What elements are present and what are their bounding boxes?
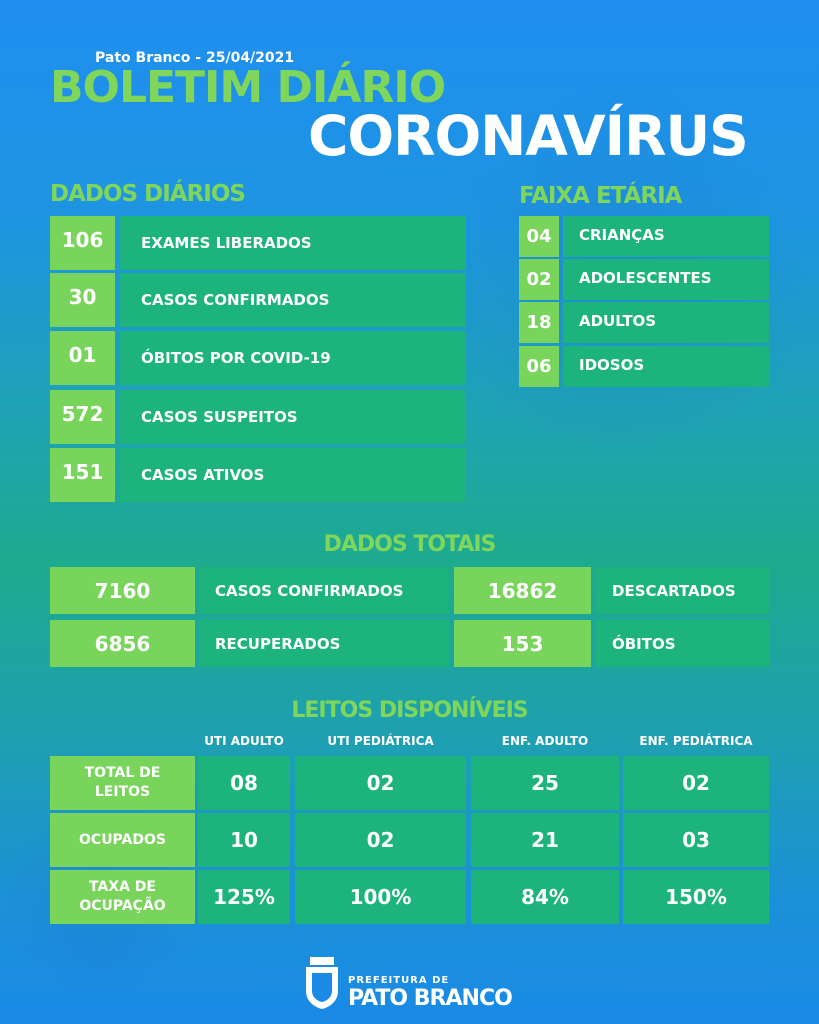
age-title: FAIXA ETÁRIA xyxy=(519,183,682,209)
beds-column-header: ENF. ADULTO xyxy=(501,734,589,748)
daily-value: 572 xyxy=(50,390,115,444)
total-label: RECUPERADOS xyxy=(199,620,449,667)
beds-cell: 02 xyxy=(623,756,769,810)
beds-column-header: ENF. PEDIÁTRICA xyxy=(639,734,753,748)
daily-title: DADOS DIÁRIOS xyxy=(50,181,246,207)
beds-cell: 02 xyxy=(295,756,466,810)
age-value: 02 xyxy=(519,259,559,300)
beds-row-label: OCUPADOS xyxy=(50,813,195,867)
beds-cell: 100% xyxy=(295,870,466,924)
age-label: IDOSOS xyxy=(563,346,769,387)
daily-label: EXAMES LIBERADOS xyxy=(120,216,466,270)
beds-row-label: TOTAL DE LEITOS xyxy=(50,756,195,810)
beds-cell: 08 xyxy=(198,756,290,810)
title-boletim: BOLETIM DIÁRIO xyxy=(50,62,446,113)
beds-cell: 125% xyxy=(198,870,290,924)
daily-label: CASOS ATIVOS xyxy=(120,448,466,502)
beds-cell: 10 xyxy=(198,813,290,867)
beds-cell: 21 xyxy=(471,813,619,867)
total-value: 7160 xyxy=(50,567,195,614)
beds-cell: 84% xyxy=(471,870,619,924)
totals-title: DADOS TOTAIS xyxy=(323,532,497,557)
total-value: 16862 xyxy=(454,567,591,614)
logo-big-text: PATO BRANCO xyxy=(348,986,513,1011)
total-value: 6856 xyxy=(50,620,195,667)
daily-label: ÓBITOS POR COVID-19 xyxy=(120,331,466,385)
daily-label: CASOS SUSPEITOS xyxy=(120,390,466,444)
daily-value: 01 xyxy=(50,331,115,385)
beds-column-header: UTI ADULTO xyxy=(204,734,284,748)
total-label: CASOS CONFIRMADOS xyxy=(199,567,449,614)
daily-value: 106 xyxy=(50,216,115,270)
total-value: 153 xyxy=(454,620,591,667)
age-label: ADULTOS xyxy=(563,302,769,343)
age-label: CRIANÇAS xyxy=(563,216,769,257)
footer-logo: PREFEITURA DE PATO BRANCO xyxy=(302,955,513,1011)
title-coronavirus: CORONAVÍRUS xyxy=(308,104,749,168)
total-label: DESCARTADOS xyxy=(596,567,769,614)
total-label: ÓBITOS xyxy=(596,620,769,667)
beds-cell: 02 xyxy=(295,813,466,867)
beds-row-label: TAXA DE OCUPAÇÃO xyxy=(50,870,195,924)
daily-value: 30 xyxy=(50,273,115,327)
beds-title: LEITOS DISPONÍVEIS xyxy=(291,698,528,723)
beds-column-header: UTI PEDIÁTRICA xyxy=(327,734,434,748)
age-value: 06 xyxy=(519,346,559,387)
location-date: Pato Branco - 25/04/2021 xyxy=(95,50,295,66)
logo-small-text: PREFEITURA DE xyxy=(348,975,450,986)
daily-label: CASOS CONFIRMADOS xyxy=(120,273,466,327)
age-value: 04 xyxy=(519,216,559,257)
beds-cell: 03 xyxy=(623,813,769,867)
beds-cell: 150% xyxy=(623,870,769,924)
age-value: 18 xyxy=(519,302,559,343)
beds-cell: 25 xyxy=(471,756,619,810)
age-label: ADOLESCENTES xyxy=(563,259,769,300)
coat-of-arms-icon xyxy=(306,957,338,1009)
daily-value: 151 xyxy=(50,448,115,502)
